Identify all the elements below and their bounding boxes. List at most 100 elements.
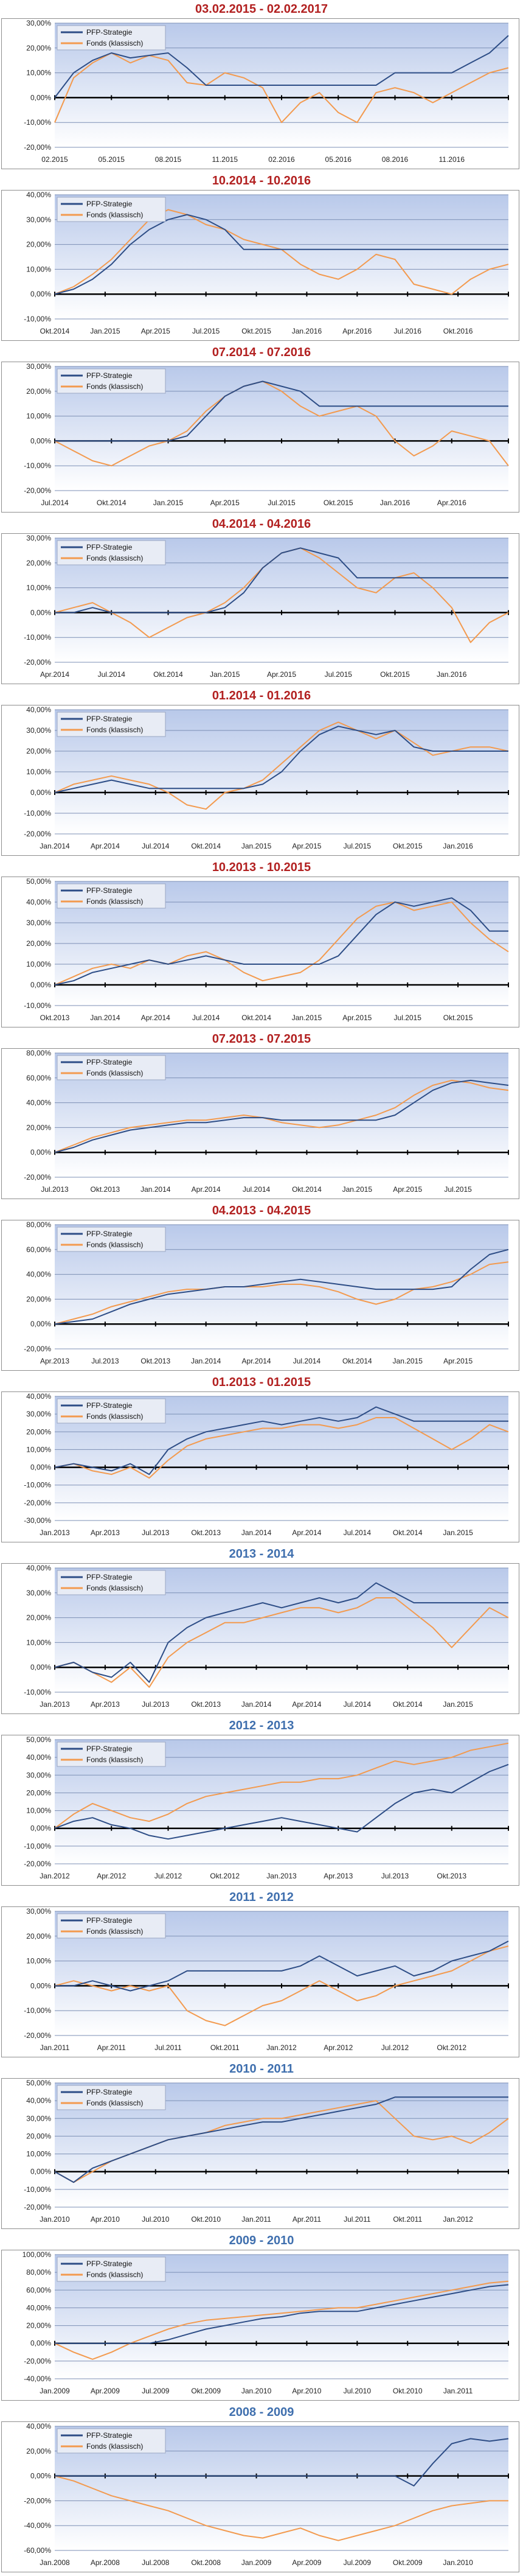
legend-label: PFP-Strategie bbox=[86, 543, 133, 551]
legend-label: PFP-Strategie bbox=[86, 2431, 133, 2440]
y-tick-label: 30,00% bbox=[26, 534, 51, 542]
x-tick-label: Jul.2015 bbox=[325, 670, 353, 679]
chart-legend: PFP-Strategie Fonds (klassisch) bbox=[57, 25, 166, 51]
x-tick-label: Jan.2009 bbox=[40, 2387, 70, 2395]
x-tick-label: Jul.2014 bbox=[344, 1528, 372, 1537]
chart-svg: 30,00% 20,00% 10,00% 0,00% -10,00% -20,00% Apr… bbox=[24, 534, 509, 679]
y-tick-label: 20,00% bbox=[26, 2132, 51, 2140]
y-tick-label: 10,00% bbox=[26, 1445, 51, 1454]
x-tick-label: 05.2016 bbox=[325, 155, 352, 164]
x-tick-label: Okt.2014 bbox=[241, 1013, 271, 1022]
series-line-strategy bbox=[54, 35, 509, 99]
y-tick-label: 80,00% bbox=[26, 1220, 51, 1229]
legend-label: Fonds (klassisch) bbox=[86, 1412, 143, 1421]
legend-label: Fonds (klassisch) bbox=[86, 39, 143, 47]
y-tick-label: 40,00% bbox=[26, 2422, 51, 2431]
x-tick-label: Okt.2014 bbox=[40, 327, 70, 335]
x-tick-label: Apr.2014 bbox=[141, 1013, 170, 1022]
series-line-strategy bbox=[54, 1406, 508, 1475]
legend-label: Fonds (klassisch) bbox=[86, 382, 143, 391]
x-tick-label: Jul.2015 bbox=[394, 1013, 422, 1022]
y-tick-label: 30,00% bbox=[26, 726, 51, 735]
x-tick-label: Jan.2012 bbox=[40, 1872, 70, 1880]
x-tick-label: Okt.2015 bbox=[324, 499, 353, 507]
chart-panel: 10.2014 - 10.2016 40,00% 30,00% 20,00% 10,00… bbox=[0, 172, 523, 343]
y-tick-label: 30,00% bbox=[26, 215, 51, 224]
x-tick-label: Jan.2016 bbox=[380, 499, 410, 507]
x-tick-label: Jan.2015 bbox=[210, 670, 240, 679]
x-tick-label: Jul.2011 bbox=[154, 2043, 182, 2052]
x-tick-label: Jul.2012 bbox=[381, 2043, 409, 2052]
legend-label: Fonds (klassisch) bbox=[86, 211, 143, 219]
y-tick-label: 10,00% bbox=[26, 2150, 51, 2158]
legend-label: Fonds (klassisch) bbox=[86, 2099, 143, 2107]
x-tick-label: Jul.2013 bbox=[142, 1528, 170, 1537]
y-tick-label: 0,00% bbox=[30, 788, 51, 797]
y-tick-label: -30,00% bbox=[24, 1516, 51, 1525]
chart-legend: PFP-Strategie Fonds (klassisch) bbox=[57, 197, 166, 222]
legend-box bbox=[57, 2428, 166, 2454]
x-tick-label: Jul.2014 bbox=[98, 670, 126, 679]
series-line-strategy bbox=[55, 547, 508, 614]
series-line-fund bbox=[54, 721, 509, 810]
x-tick-label: Apr.2014 bbox=[242, 1357, 271, 1365]
legend-box bbox=[57, 1741, 166, 1767]
legend-box bbox=[57, 1055, 166, 1080]
legend-box bbox=[57, 712, 166, 737]
x-tick-label: Jul.2009 bbox=[344, 2558, 372, 2567]
x-tick-label: Jul.2010 bbox=[142, 2215, 170, 2224]
x-tick-label: Jul.2015 bbox=[192, 327, 220, 335]
x-tick-label: Jul.2015 bbox=[344, 842, 372, 850]
legend-label: PFP-Strategie bbox=[86, 1745, 133, 1753]
x-tick-label: Okt.2013 bbox=[91, 1185, 120, 1194]
y-tick-label: 100,00% bbox=[23, 2250, 52, 2259]
chart-svg: 50,00% 40,00% 30,00% 20,00% 10,00% 0,00% -10,0… bbox=[24, 2079, 509, 2224]
x-tick-label: Okt.2008 bbox=[191, 2558, 221, 2567]
y-tick-label: 0,00% bbox=[30, 1320, 51, 1328]
y-tick-label: 50,00% bbox=[26, 1735, 51, 1744]
x-tick-label: Apr.2015 bbox=[141, 327, 170, 335]
y-tick-label: 20,00% bbox=[26, 2447, 51, 2455]
x-tick-label: Jan.2013 bbox=[40, 1700, 70, 1709]
x-tick-label: Apr.2015 bbox=[210, 499, 240, 507]
chart-svg: 40,00% 30,00% 20,00% 10,00% 0,00% -10,00% -20,… bbox=[24, 1392, 509, 1537]
y-tick-label: 40,00% bbox=[26, 191, 51, 199]
x-tick-label: Apr.2016 bbox=[437, 499, 466, 507]
chart-legend: PFP-Strategie Fonds (klassisch) bbox=[57, 712, 166, 737]
x-tick-label: Apr.2012 bbox=[324, 2043, 353, 2052]
y-tick-label: 40,00% bbox=[26, 1564, 51, 1572]
legend-label: PFP-Strategie bbox=[86, 1058, 133, 1066]
x-tick-label: 08.2015 bbox=[155, 155, 182, 164]
x-tick-label: Okt.2013 bbox=[191, 1528, 221, 1537]
y-tick-label: 20,00% bbox=[26, 1788, 51, 1797]
y-tick-label: 0,00% bbox=[30, 2168, 51, 2176]
legend-box bbox=[57, 368, 166, 394]
legend-label: PFP-Strategie bbox=[86, 1573, 133, 1581]
y-tick-label: 0,00% bbox=[30, 93, 51, 102]
x-tick-label: Jul.2013 bbox=[381, 1872, 409, 1880]
chart-panel: 2013 - 2014 40,00% 30,00% 20,00% 10,00% 0,00%… bbox=[0, 1545, 523, 1717]
chart-svg: 30,00% 20,00% 10,00% 0,00% -10,00% -20,00% Jul… bbox=[24, 362, 509, 507]
x-tick-label: Okt.2011 bbox=[393, 2215, 422, 2224]
y-tick-label: 10,00% bbox=[26, 1638, 51, 1647]
x-tick-label: Okt.2014 bbox=[191, 842, 221, 850]
x-tick-label: Jan.2015 bbox=[393, 1357, 423, 1365]
series-line-fund bbox=[54, 1417, 509, 1479]
chart-panel: 03.02.2015 - 02.02.2017 30,00% 20,00% 10,00… bbox=[0, 0, 523, 172]
legend-box bbox=[57, 25, 166, 51]
y-tick-label: 0,00% bbox=[30, 1148, 51, 1157]
chart-panel: 01.2014 - 01.2016 40,00% 30,00% 20,00% 10,00… bbox=[0, 687, 523, 858]
x-tick-label: 05.2015 bbox=[99, 155, 125, 164]
y-tick-label: -10,00% bbox=[24, 809, 51, 817]
x-tick-label: Apr.2011 bbox=[97, 2043, 126, 2052]
y-tick-label: -20,00% bbox=[24, 830, 51, 838]
chart-panel: 01.2013 - 01.2015 40,00% 30,00% 20,00% 10,00… bbox=[0, 1373, 523, 1545]
x-tick-label: Apr.2014 bbox=[91, 842, 120, 850]
chart-legend: PFP-Strategie Fonds (klassisch) bbox=[57, 1227, 166, 1252]
x-tick-label: 11.2016 bbox=[439, 155, 465, 164]
chart-title: 01.2013 - 01.2015 bbox=[212, 1376, 311, 1389]
y-tick-label: 20,00% bbox=[26, 2322, 51, 2330]
y-tick-label: 0,00% bbox=[30, 2339, 51, 2348]
x-tick-label: Okt.2015 bbox=[380, 670, 410, 679]
y-tick-label: 10,00% bbox=[26, 265, 51, 273]
